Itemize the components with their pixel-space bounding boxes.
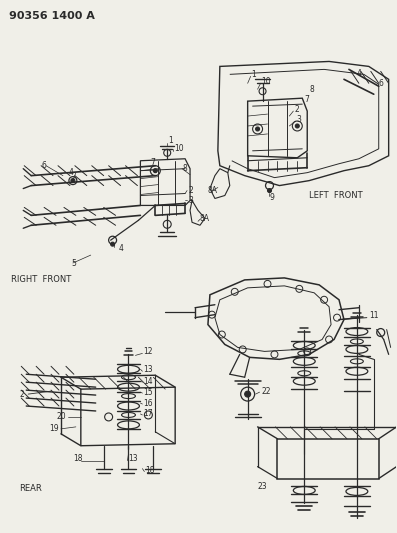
Text: 10: 10 bbox=[174, 144, 184, 154]
Text: 18: 18 bbox=[145, 466, 155, 475]
Circle shape bbox=[245, 391, 251, 397]
Text: 3: 3 bbox=[296, 115, 301, 124]
Text: RIGHT  FRONT: RIGHT FRONT bbox=[12, 276, 71, 285]
Circle shape bbox=[268, 189, 272, 192]
Text: 11: 11 bbox=[369, 311, 378, 320]
Text: 8: 8 bbox=[182, 164, 187, 173]
Text: 10: 10 bbox=[262, 77, 271, 86]
Text: 2: 2 bbox=[188, 186, 193, 195]
Text: 13: 13 bbox=[129, 454, 138, 463]
Text: 2: 2 bbox=[19, 390, 24, 399]
Circle shape bbox=[71, 179, 75, 183]
Circle shape bbox=[295, 124, 299, 128]
Text: 4: 4 bbox=[357, 69, 362, 78]
Text: 12: 12 bbox=[143, 347, 153, 356]
Text: 1: 1 bbox=[252, 70, 256, 79]
Text: 8A: 8A bbox=[208, 186, 218, 195]
Text: 2: 2 bbox=[294, 104, 299, 114]
Text: 14: 14 bbox=[143, 377, 153, 386]
Text: 9: 9 bbox=[270, 193, 274, 202]
Text: LEFT  FRONT: LEFT FRONT bbox=[309, 191, 363, 200]
Text: 5: 5 bbox=[71, 259, 76, 268]
Circle shape bbox=[153, 168, 157, 173]
Text: 4: 4 bbox=[69, 168, 74, 177]
Text: 19: 19 bbox=[49, 424, 59, 433]
Circle shape bbox=[111, 242, 115, 246]
Text: 16: 16 bbox=[143, 399, 153, 408]
Text: 23: 23 bbox=[258, 482, 267, 491]
Text: 8A: 8A bbox=[200, 214, 210, 223]
Text: 20: 20 bbox=[57, 413, 67, 422]
Text: 6: 6 bbox=[41, 161, 46, 170]
Text: 90356 1400 A: 90356 1400 A bbox=[10, 11, 95, 21]
Text: 4: 4 bbox=[119, 244, 123, 253]
Text: 1: 1 bbox=[168, 136, 173, 146]
Circle shape bbox=[256, 127, 260, 131]
Text: 17: 17 bbox=[143, 409, 153, 418]
Text: 22: 22 bbox=[262, 386, 271, 395]
Text: 7: 7 bbox=[304, 95, 309, 104]
Text: REAR: REAR bbox=[19, 484, 42, 493]
Text: 15: 15 bbox=[143, 387, 153, 397]
Text: 6: 6 bbox=[379, 79, 384, 88]
Text: 13: 13 bbox=[143, 365, 153, 374]
Text: 3: 3 bbox=[188, 196, 193, 205]
Text: 8: 8 bbox=[309, 85, 314, 94]
Text: 7: 7 bbox=[150, 158, 155, 167]
Text: 18: 18 bbox=[73, 454, 83, 463]
